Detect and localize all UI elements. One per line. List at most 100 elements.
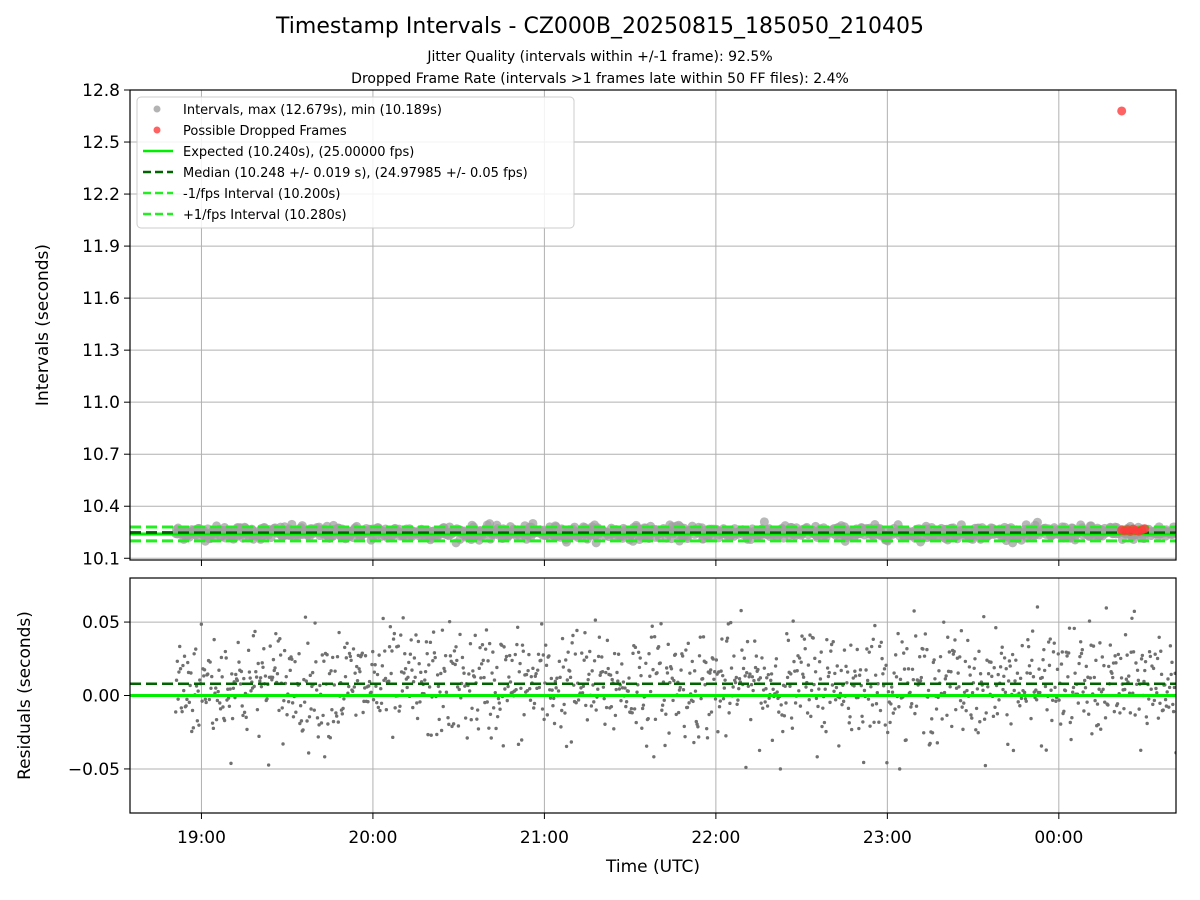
residual-point: [860, 714, 864, 718]
residual-point: [396, 644, 401, 648]
residual-point: [960, 705, 964, 709]
residual-point: [369, 690, 373, 695]
residual-point: [746, 684, 751, 688]
residual-point: [1070, 690, 1075, 694]
residual-point: [733, 680, 738, 685]
residual-point: [711, 657, 715, 661]
residual-point: [1140, 653, 1145, 658]
residual-point: [539, 658, 543, 663]
residual-point: [491, 650, 495, 654]
residual-point: [297, 652, 301, 656]
residual-point: [433, 655, 437, 660]
residual-point: [864, 668, 868, 672]
residual-point: [651, 667, 655, 672]
residual-point: [397, 709, 401, 713]
residual-point: [713, 669, 717, 674]
residual-point: [416, 639, 421, 644]
y-tick-label: 0.00: [82, 687, 120, 707]
residual-point: [883, 723, 887, 727]
residual-point: [435, 732, 439, 737]
residual-point: [497, 701, 501, 705]
residual-point: [1066, 675, 1070, 679]
residual-point: [766, 672, 771, 677]
residual-point: [343, 645, 347, 650]
residual-point: [1130, 616, 1134, 621]
residual-point: [278, 653, 283, 657]
residual-point: [725, 639, 729, 643]
residual-point: [875, 691, 879, 695]
residual-point: [314, 688, 319, 692]
residual-point: [624, 700, 629, 704]
residual-point: [256, 661, 260, 666]
residual-point: [813, 670, 818, 674]
residual-point: [801, 675, 806, 679]
residual-point: [245, 727, 249, 732]
residual-point: [722, 686, 727, 690]
residual-point: [662, 698, 666, 702]
residual-point: [1132, 609, 1137, 614]
y-tick-label: 12.2: [82, 185, 120, 205]
residual-point: [814, 696, 819, 701]
residual-point: [308, 673, 312, 678]
residual-point: [560, 708, 564, 713]
residual-point: [313, 621, 317, 625]
residual-point: [565, 678, 570, 682]
residual-point: [693, 689, 698, 693]
residual-point: [954, 707, 958, 712]
residual-point: [749, 717, 753, 722]
residual-point: [208, 660, 212, 664]
residual-point: [569, 740, 574, 744]
residual-point: [1156, 716, 1161, 720]
residual-point: [640, 726, 644, 730]
residual-point: [802, 637, 807, 641]
residual-point: [190, 708, 195, 713]
residual-point: [653, 717, 658, 722]
residual-point: [304, 679, 308, 683]
residual-point: [1153, 652, 1157, 656]
residual-point: [1154, 686, 1158, 691]
residual-point: [913, 711, 917, 716]
residual-point: [533, 674, 538, 678]
residual-point: [1099, 690, 1104, 694]
residual-point: [798, 704, 803, 708]
residual-point: [1007, 659, 1012, 663]
residual-point: [1026, 644, 1031, 649]
residual-point: [641, 703, 646, 707]
residual-point: [723, 678, 727, 682]
residual-point: [484, 628, 489, 632]
residual-point: [357, 667, 361, 671]
residual-point: [1006, 679, 1011, 683]
residual-point: [636, 650, 641, 654]
residual-point: [782, 714, 787, 718]
residual-point: [580, 691, 585, 695]
residual-point: [424, 640, 429, 644]
legend-label: +1/fps Interval (10.280s): [183, 208, 347, 223]
residual-point: [869, 685, 873, 689]
residual-point: [254, 675, 259, 679]
residual-point: [220, 675, 224, 679]
residual-point: [553, 679, 558, 684]
residual-point: [415, 716, 420, 721]
residual-point: [214, 686, 218, 690]
residual-point: [882, 667, 887, 671]
residual-point: [325, 653, 329, 657]
residual-point: [635, 690, 639, 694]
residual-point: [340, 712, 345, 716]
residual-point: [1006, 742, 1010, 747]
residual-point: [266, 763, 271, 767]
residual-point: [1135, 668, 1140, 672]
residual-point: [1012, 688, 1016, 693]
residual-point: [562, 702, 566, 707]
residual-point: [953, 638, 957, 642]
residual-point: [952, 649, 956, 654]
residual-point: [417, 662, 421, 666]
residual-point: [507, 653, 512, 658]
residual-point: [453, 662, 457, 667]
residual-point: [774, 657, 779, 661]
residual-point: [226, 696, 231, 700]
residual-point: [777, 710, 781, 714]
residual-point: [867, 650, 871, 654]
residual-point: [200, 699, 204, 703]
residual-point: [904, 738, 908, 742]
residual-point: [1124, 677, 1129, 681]
